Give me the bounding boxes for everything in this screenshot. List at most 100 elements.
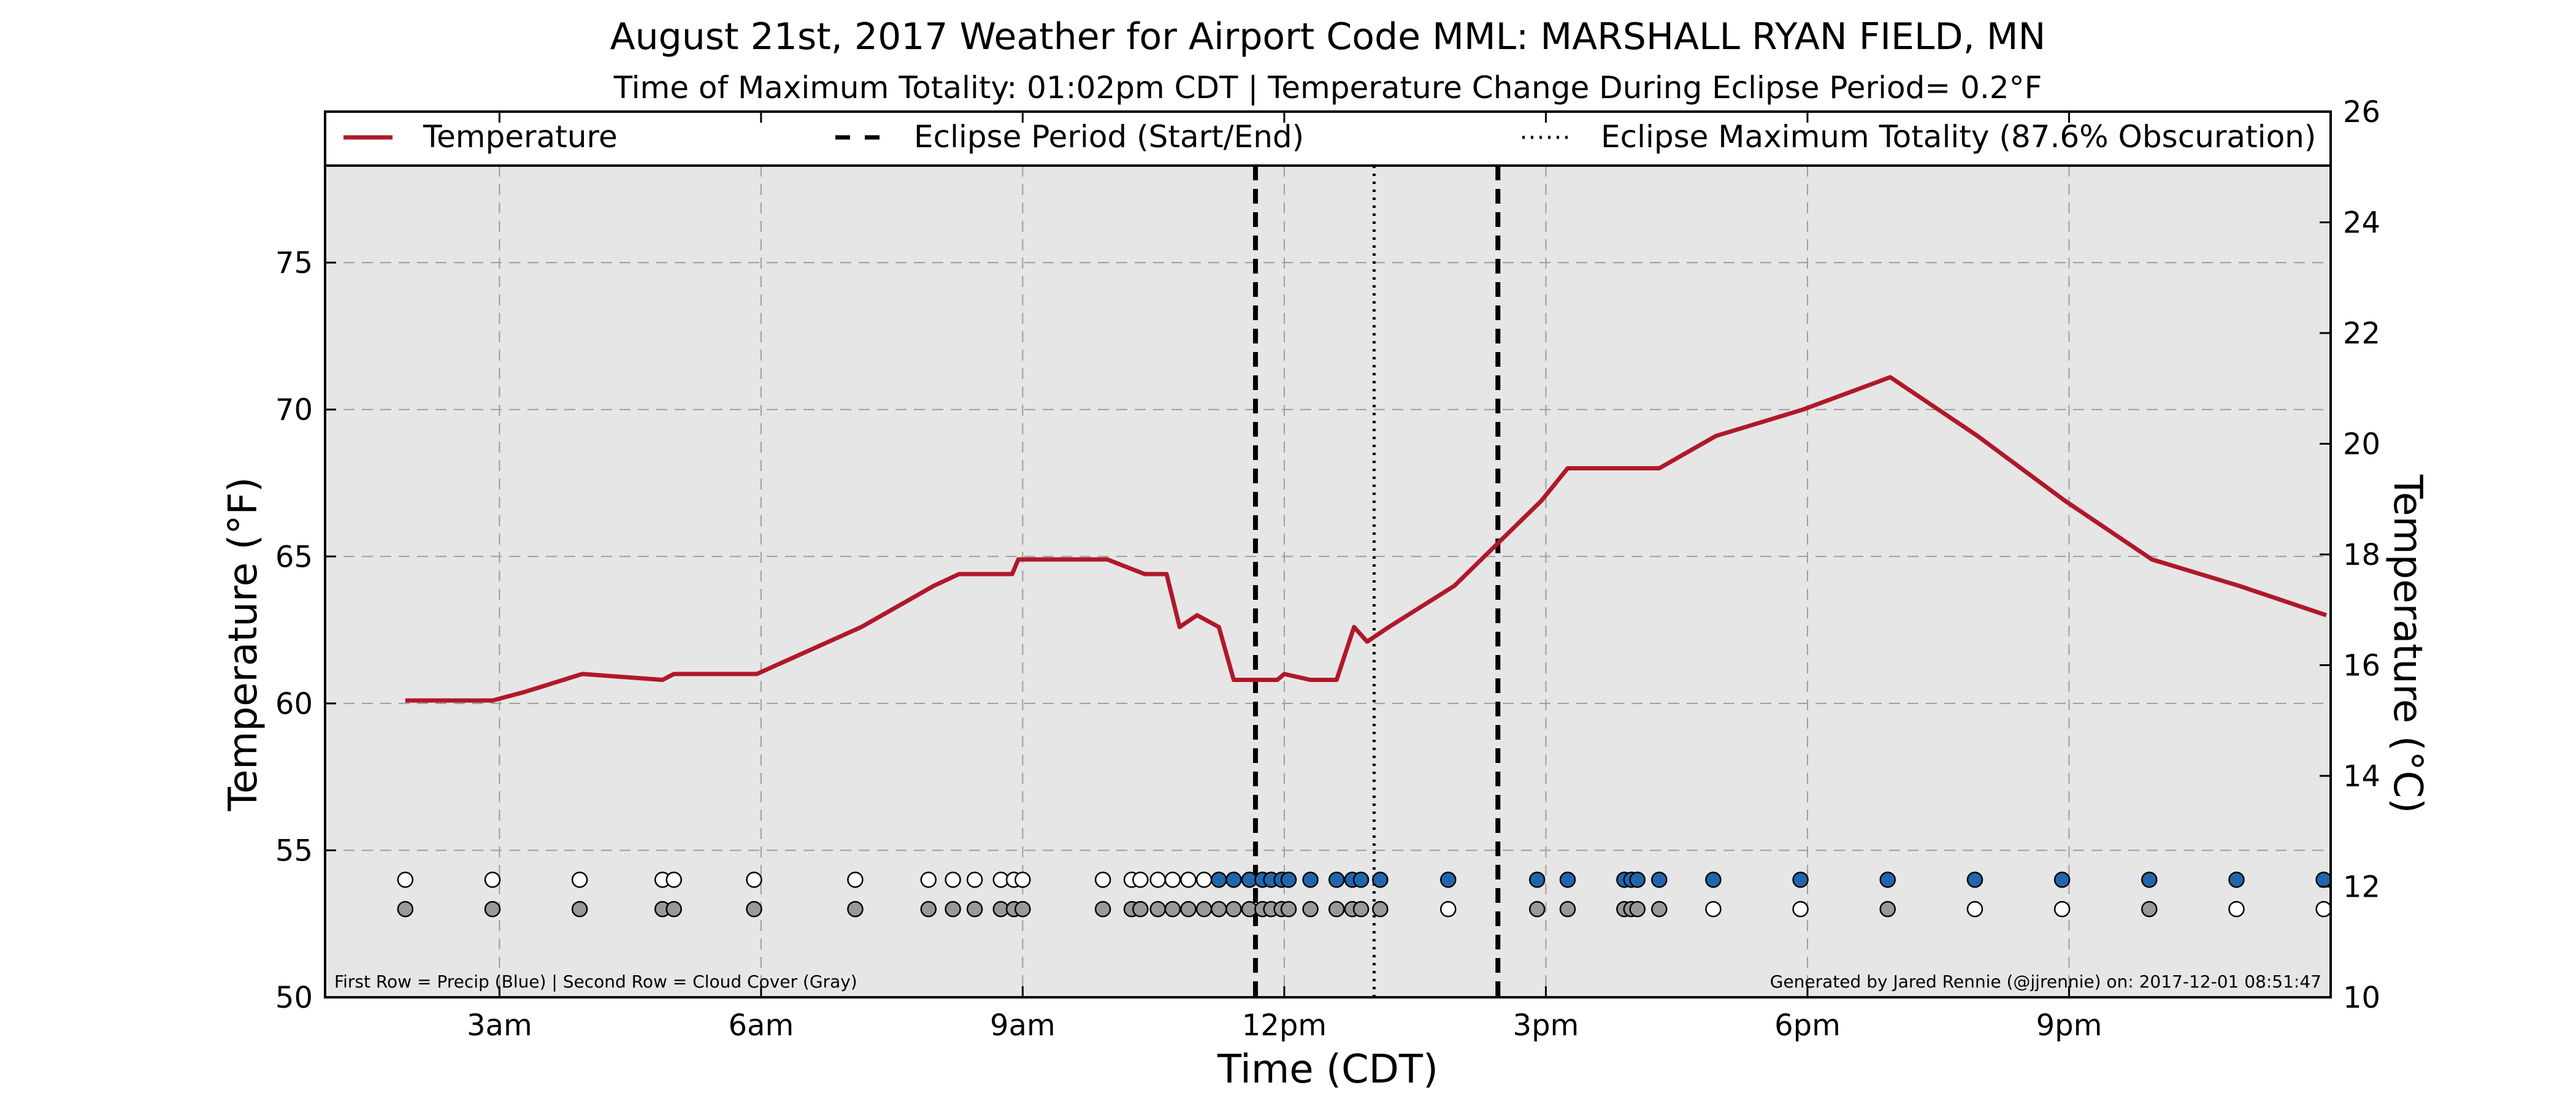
x-axis-title: Time (CDT) [1217,1047,1438,1092]
legend-eclipse-period-label: Eclipse Period (Start/End) [914,119,1304,155]
precip-dot [945,872,961,888]
cloud-cover-dot [2141,901,2158,918]
precip-dot [1180,872,1197,888]
chart-subtitle: Time of Maximum Totality: 01:02pm CDT | … [613,70,2042,105]
precip-dot [571,872,588,888]
y-right-tick-label: 12 [2343,870,2380,905]
precip-dot [1195,872,1213,888]
cloud-cover-dot [1302,901,1319,918]
cloud-cover-dot [1705,901,1722,918]
cloud-cover-dot [945,901,961,918]
legend-eclipse-max-label: Eclipse Maximum Totality (87.6% Obscurat… [1601,119,2316,155]
cloud-cover-dot [484,901,501,918]
precip-dot [1211,872,1227,888]
x-tick-label: 9pm [2036,1008,2103,1043]
x-tick-label: 3pm [1513,1008,1579,1043]
cloud-cover-dot [1280,901,1297,918]
precip-dot [920,872,937,888]
precip-dot [1439,872,1457,888]
y-right-tick-label: 10 [2343,981,2380,1015]
cloud-cover-dot [1225,901,1242,918]
x-tick-label: 6am [729,1008,794,1043]
cloud-cover-dot [1372,901,1389,918]
axes: 3am 6am 9am 12pm 3pm 6pm 9pm 50 55 60 65 70 75 10 12 14… [275,95,2380,1043]
precip-dot [1014,872,1031,888]
x-tick-label: 3am [467,1008,532,1043]
observation-dots [397,872,2332,918]
precip-dot [484,872,501,888]
y-axis-title: Temperature (°F) [221,477,266,812]
temperature-line [405,375,2328,703]
cloud-cover-dot [920,901,937,918]
cloud-cover-dot [1651,901,1668,918]
precip-dot [2315,872,2332,888]
y-right-tick-label: 22 [2343,316,2380,351]
precip-dot [746,872,762,888]
cloud-cover-dot [571,901,588,918]
precip-dot [1966,872,1984,888]
cloud-cover-dot [2315,901,2332,918]
precip-dot [1280,872,1297,888]
y-tick-label: 65 [275,540,313,574]
cloud-cover-dot [1180,901,1197,918]
y-right-tick-label: 16 [2343,649,2380,683]
precip-dot [1559,872,1576,888]
cloud-cover-dot [1094,901,1111,918]
precip-dot [1328,872,1345,888]
cloud-cover-dot [1328,901,1345,918]
grid-lines [325,166,2331,997]
precip-dot [1094,872,1111,888]
y-right-tick-label: 24 [2343,206,2380,240]
y-tick-label: 75 [275,246,313,280]
precip-dot [847,872,864,888]
footnote-left: First Row = Precip (Blue) | Second Row =… [334,972,857,992]
y-axis-right-title: Temperature (°C) [2385,474,2430,813]
precip-dot [1164,872,1181,888]
y-tick-label: 55 [275,834,313,868]
cloud-cover-dot [397,901,414,918]
chart-title: August 21st, 2017 Weather for Airport Co… [610,15,2046,58]
precip-dot [1651,872,1668,888]
cloud-cover-dot [1211,901,1227,918]
precip-dot [1629,872,1646,888]
precip-dot [1132,872,1149,888]
cloud-cover-dot [1014,901,1031,918]
x-tick-label: 12pm [1242,1008,1327,1043]
y-tick-label: 60 [275,687,313,721]
cloud-cover-dot [847,901,864,918]
x-tick-label: 6pm [1774,1008,1841,1043]
eclipse-lines [1252,166,1501,997]
precip-dot [1225,872,1242,888]
cloud-cover-dot [1966,901,1984,918]
y-right-tick-label: 20 [2343,427,2380,462]
cloud-cover-dot [1149,901,1167,918]
x-tick-label: 9am [990,1008,1056,1043]
precip-dot [1372,872,1389,888]
y-right-tick-label: 14 [2343,759,2380,794]
cloud-cover-dot [1528,901,1546,918]
precip-dot [1352,872,1370,888]
y-right-tick-label: 18 [2343,538,2380,572]
cloud-cover-dot [1629,901,1646,918]
y-right-tick-label: 26 [2343,95,2380,129]
cloud-cover-dot [1195,901,1213,918]
cloud-cover-dot [1879,901,1896,918]
precip-dot [2141,872,2158,888]
footnote-right: Generated by Jared Rennie (@jjrennie) on… [1770,972,2321,992]
precip-dot [1302,872,1319,888]
temperature-series [405,375,2328,703]
precip-dot [1792,872,1809,888]
cloud-cover-dot [1132,901,1149,918]
cloud-cover-dot [1164,901,1181,918]
legend-box [324,110,2332,167]
legend-temperature-label: Temperature [423,119,618,155]
plot-background [325,166,2331,997]
cloud-cover-dot [966,901,983,918]
y-tick-label: 50 [275,981,313,1015]
cloud-cover-dot [2053,901,2071,918]
precip-dot [1149,872,1167,888]
cloud-cover-dot [1559,901,1576,918]
precip-dot [2228,872,2245,888]
precip-dot [397,872,414,888]
